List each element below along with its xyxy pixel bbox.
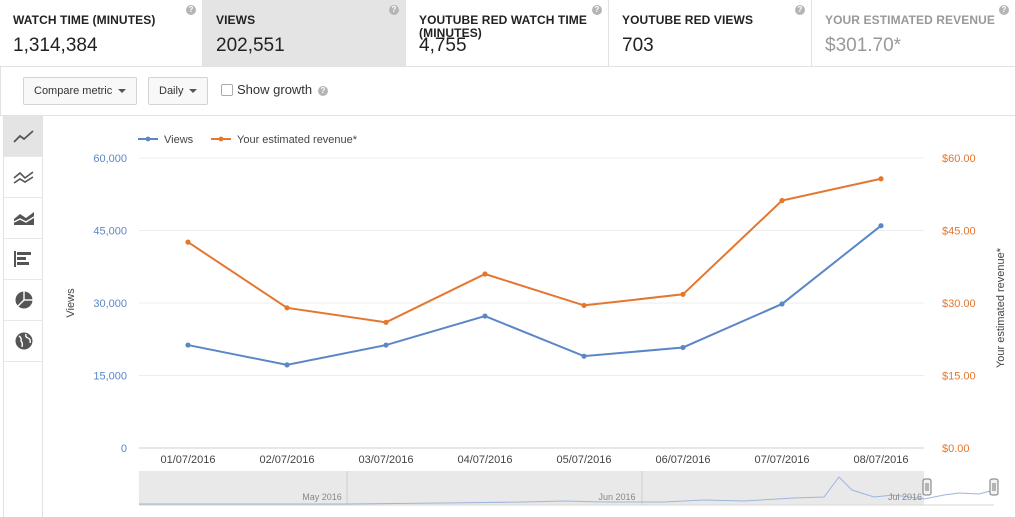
interval-label: Daily bbox=[159, 85, 184, 97]
chart-toolbar: Compare metric Daily Show growth ? bbox=[0, 67, 1015, 116]
help-icon[interactable]: ? bbox=[999, 5, 1009, 15]
bar-chart-icon[interactable] bbox=[4, 239, 43, 280]
compare-metric-dropdown[interactable]: Compare metric bbox=[23, 77, 138, 105]
chart-labels: 0 15,000 30,000 45,000 60,000 $0.00 $15.00 $30.… bbox=[65, 134, 1007, 466]
data-point bbox=[779, 197, 785, 204]
help-icon[interactable]: ? bbox=[592, 5, 602, 15]
data-point bbox=[581, 353, 587, 359]
metric-label: YOUR ESTIMATED REVENUE bbox=[825, 13, 995, 27]
globe-map-icon[interactable] bbox=[4, 321, 43, 362]
metric-card-red-views[interactable]: YOUTUBE RED VIEWS 703 ? bbox=[609, 0, 812, 66]
navigator-date-label: Jul 2016 bbox=[888, 492, 922, 502]
navigator-date-label: May 2016 bbox=[302, 492, 342, 502]
help-icon[interactable]: ? bbox=[389, 5, 399, 15]
range-handle[interactable] bbox=[989, 478, 999, 496]
chart-grid bbox=[139, 157, 924, 449]
data-point bbox=[185, 342, 191, 348]
x-tick-label: 01/07/2016 bbox=[160, 454, 215, 466]
x-tick-label: 02/07/2016 bbox=[259, 454, 314, 466]
legend-marker bbox=[145, 136, 151, 142]
stacked-area-icon[interactable] bbox=[4, 198, 43, 239]
data-point bbox=[383, 342, 389, 348]
legend-item: Your estimated revenue* bbox=[211, 134, 358, 146]
y2-tick-label: $60.00 bbox=[942, 153, 976, 165]
multiline-chart-icon[interactable] bbox=[4, 157, 43, 198]
help-icon[interactable]: ? bbox=[318, 86, 328, 96]
legend-item: Views bbox=[138, 134, 194, 146]
caret-down-icon bbox=[189, 89, 198, 94]
data-point bbox=[383, 319, 389, 325]
metric-card-revenue[interactable]: YOUR ESTIMATED REVENUE $301.70* ? bbox=[812, 0, 1015, 66]
data-point bbox=[185, 239, 191, 245]
show-growth-label[interactable]: Show growth bbox=[237, 82, 313, 97]
y-tick-label: 15,000 bbox=[93, 371, 127, 383]
legend-label: Views bbox=[164, 134, 194, 146]
metric-value: 1,314,384 bbox=[13, 35, 98, 56]
y2-tick-label: $45.00 bbox=[942, 226, 976, 238]
x-tick-label: 06/07/2016 bbox=[655, 454, 710, 466]
data-point bbox=[779, 301, 785, 307]
legend-label: Your estimated revenue* bbox=[237, 134, 358, 146]
metric-value: 4,755 bbox=[419, 35, 467, 56]
metric-label: WATCH TIME (MINUTES) bbox=[13, 13, 156, 27]
y-tick-label: 0 bbox=[121, 443, 127, 455]
navigator-date-label: Jun 2016 bbox=[598, 492, 635, 502]
data-point bbox=[878, 176, 884, 182]
navigator-window bbox=[924, 471, 994, 505]
y-axis-title: Views bbox=[65, 288, 77, 318]
series-line bbox=[187, 177, 882, 324]
metric-label: YOUTUBE RED VIEWS bbox=[622, 13, 754, 27]
data-point bbox=[878, 223, 884, 229]
metric-value: $301.70* bbox=[825, 35, 902, 56]
data-point bbox=[581, 302, 587, 309]
metric-cards: WATCH TIME (MINUTES) 1,314,384 ? VIEWS 2… bbox=[0, 0, 1015, 67]
caret-down-icon bbox=[118, 89, 127, 94]
line-chart-icon[interactable] bbox=[4, 116, 43, 157]
metric-card-views[interactable]: VIEWS 202,551 ? bbox=[203, 0, 406, 66]
data-point bbox=[680, 344, 686, 351]
metric-card-red-watch-time[interactable]: YOUTUBE RED WATCH TIME (MINUTES) 4,755 ? bbox=[406, 0, 609, 66]
y2-tick-label: $30.00 bbox=[942, 298, 976, 310]
range-handle[interactable] bbox=[922, 478, 932, 496]
data-point bbox=[680, 291, 686, 297]
help-icon[interactable]: ? bbox=[186, 5, 196, 15]
pie-chart-icon[interactable] bbox=[4, 280, 43, 321]
help-icon[interactable]: ? bbox=[795, 5, 805, 15]
data-point bbox=[482, 271, 488, 277]
data-point bbox=[482, 313, 488, 319]
metric-label: VIEWS bbox=[216, 13, 256, 27]
compare-metric-label: Compare metric bbox=[34, 85, 113, 97]
show-growth-checkbox[interactable] bbox=[221, 84, 233, 96]
x-tick-label: 04/07/2016 bbox=[457, 454, 512, 466]
x-tick-label: 08/07/2016 bbox=[853, 454, 908, 466]
x-tick-label: 07/07/2016 bbox=[754, 454, 809, 466]
y-tick-label: 30,000 bbox=[93, 298, 127, 310]
range-navigator: May 2016 Jun 2016 Jul 2016 bbox=[139, 471, 999, 506]
y2-tick-label: $15.00 bbox=[942, 371, 976, 383]
legend-marker bbox=[218, 136, 224, 142]
y-tick-label: 45,000 bbox=[93, 226, 127, 238]
metric-value: 202,551 bbox=[216, 35, 285, 56]
interval-dropdown[interactable]: Daily bbox=[148, 77, 209, 105]
navigator-mask bbox=[139, 471, 924, 505]
metric-label: YOUTUBE RED WATCH TIME (MINUTES) bbox=[419, 13, 587, 40]
x-tick-label: 03/07/2016 bbox=[358, 454, 413, 466]
chart-type-selector bbox=[3, 116, 43, 517]
y2-axis-title: Your estimated revenue* bbox=[995, 247, 1007, 368]
chart-series bbox=[185, 176, 884, 368]
data-point bbox=[284, 362, 290, 368]
y2-tick-label: $0.00 bbox=[942, 443, 970, 455]
navigator-trend bbox=[139, 476, 995, 505]
x-tick-label: 05/07/2016 bbox=[556, 454, 611, 466]
data-point bbox=[284, 305, 290, 311]
series-line bbox=[187, 224, 882, 366]
metric-value: 703 bbox=[622, 35, 654, 56]
line-chart: May 2016 Jun 2016 Jul 2016 0 15,000 30,000 45… bbox=[65, 134, 1007, 506]
metric-card-watch-time[interactable]: WATCH TIME (MINUTES) 1,314,384 ? bbox=[0, 0, 203, 66]
y-tick-label: 60,000 bbox=[93, 153, 127, 165]
